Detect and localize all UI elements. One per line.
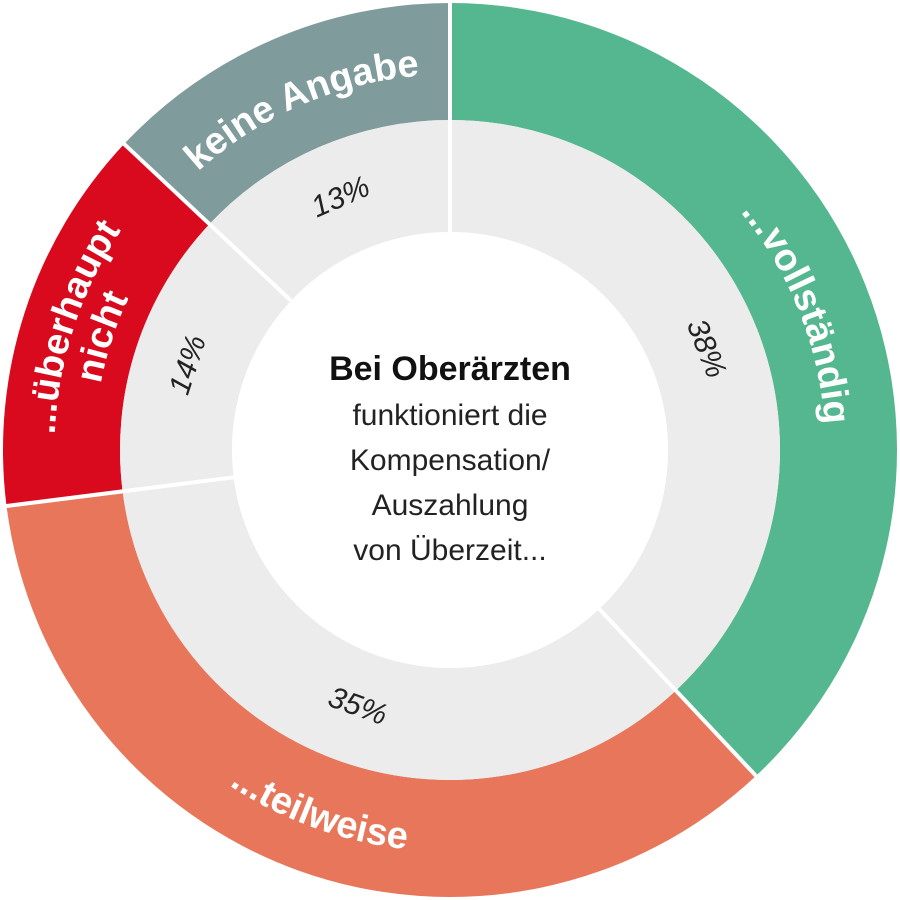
- separator-line: [597, 607, 759, 779]
- center-line-2: Kompensation/: [350, 444, 551, 477]
- slice-outer-keine-angabe: [124, 3, 450, 225]
- center-line-1: funktioniert die: [352, 399, 547, 432]
- center-line-3: Auszahlung: [372, 489, 529, 522]
- separator-line: [4, 475, 234, 509]
- separator-line: [121, 141, 293, 303]
- slice-inner-keine-angabe: [209, 120, 450, 301]
- slice-inner-vollständig: [450, 120, 780, 691]
- slice-outer-teilweise: [6, 491, 756, 897]
- slice-outer-vollständig: [450, 3, 898, 776]
- center-title: Bei Oberärzten: [329, 350, 571, 388]
- inner-ring: [119, 120, 780, 780]
- center-disc: [232, 232, 668, 668]
- slice-separators: [4, 1, 759, 779]
- slice-inner-überhaupt-nicht: [119, 224, 292, 492]
- slice-inner-teilweise: [122, 477, 676, 780]
- slice-outer-überhaupt-nicht: [2, 144, 210, 507]
- center-line-4: von Überzeit...: [353, 534, 546, 567]
- outer-ring: [2, 3, 898, 897]
